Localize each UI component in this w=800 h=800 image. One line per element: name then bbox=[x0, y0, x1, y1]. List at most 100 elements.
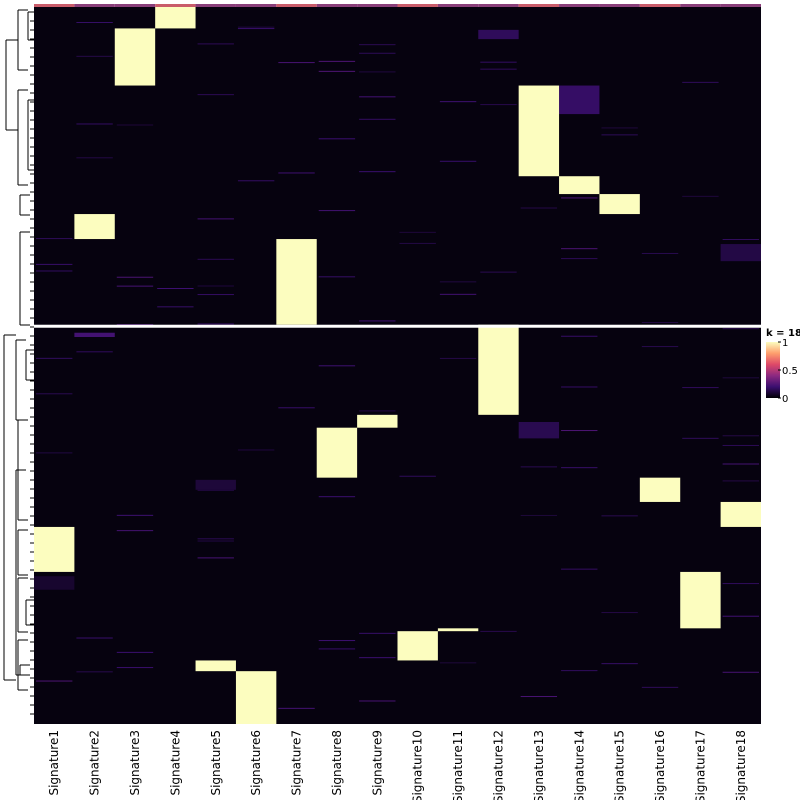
heatmap-cell-noise bbox=[116, 514, 154, 516]
heatmap-cell-noise bbox=[682, 387, 719, 389]
heatmap-cell-noise bbox=[76, 55, 113, 57]
heatmap-cell-noise bbox=[116, 276, 154, 278]
heatmap-cell-noise bbox=[36, 238, 73, 240]
heatmap-cell-noise bbox=[116, 324, 154, 326]
heatmap-cell-noise bbox=[359, 71, 396, 73]
legend-tick-label: 0.5 bbox=[782, 366, 798, 377]
heatmap-cell-faint bbox=[34, 576, 75, 590]
heatmap-cell-noise bbox=[520, 696, 558, 698]
row-dendrogram bbox=[3, 9, 34, 715]
heatmap-cell-noise bbox=[682, 437, 719, 439]
heatmap-cell-noise bbox=[318, 138, 356, 140]
heatmap-cluster-signature6 bbox=[235, 671, 277, 724]
heatmap-cell-faint bbox=[478, 29, 519, 40]
heatmap-cell-noise bbox=[439, 357, 477, 359]
heatmap-cell-noise bbox=[76, 123, 113, 125]
annotation-cell bbox=[195, 4, 236, 7]
heatmap-cell-noise bbox=[76, 21, 113, 23]
heatmap-cell-noise bbox=[359, 320, 396, 322]
column-label: Signature12 bbox=[491, 730, 505, 800]
heatmap-cell-noise bbox=[116, 667, 154, 669]
heatmap-cluster-signature16 bbox=[639, 477, 681, 502]
annotation-cell bbox=[639, 4, 681, 7]
annotation-cell bbox=[680, 4, 721, 7]
annotation-cell bbox=[276, 4, 317, 7]
heatmap-cell-noise bbox=[520, 514, 558, 516]
heatmap-cell-noise bbox=[561, 248, 598, 250]
heatmap-cell-noise bbox=[116, 530, 154, 532]
column-label: Signature13 bbox=[532, 730, 546, 800]
heatmap-cell-noise bbox=[561, 258, 598, 260]
column-label: Signature10 bbox=[411, 730, 425, 800]
color-legend: k = 18 1 0.5 0 bbox=[766, 328, 800, 405]
heatmap-cluster-signature9 bbox=[357, 414, 398, 428]
heatmap-cell-noise bbox=[399, 475, 436, 477]
heatmap-cell-noise bbox=[561, 670, 598, 672]
heatmap-cell-noise bbox=[561, 568, 598, 570]
heatmap-cell-noise bbox=[197, 218, 234, 220]
heatmap-cell-noise bbox=[359, 700, 396, 702]
heatmap-cell-noise bbox=[116, 124, 154, 126]
heatmap-cell-noise bbox=[439, 662, 477, 664]
annotation-cell bbox=[155, 4, 196, 7]
heatmap-cell-noise bbox=[318, 210, 356, 212]
heatmap-cluster-signature1 bbox=[34, 526, 75, 572]
heatmap-cell-noise bbox=[601, 127, 638, 129]
heatmap-cell-noise bbox=[359, 44, 396, 46]
heatmap-cell-noise bbox=[480, 104, 517, 106]
heatmap-cell-noise bbox=[480, 68, 517, 70]
heatmap-cell-noise bbox=[318, 648, 356, 650]
heatmap-cell-noise bbox=[237, 180, 275, 182]
heatmap-cell-noise bbox=[197, 294, 234, 296]
column-label: Signature17 bbox=[693, 730, 707, 800]
heatmap-cell-noise bbox=[197, 285, 234, 287]
heatmap-cell-noise bbox=[318, 496, 356, 498]
annotation-cell bbox=[518, 4, 560, 7]
heatmap-cell-noise bbox=[237, 26, 275, 28]
heatmap-cell-noise bbox=[318, 640, 356, 642]
heatmap-cell-noise bbox=[76, 157, 113, 159]
heatmap-cell-noise bbox=[36, 357, 73, 359]
heatmap-cell-noise bbox=[722, 435, 759, 437]
heatmap-cell-noise bbox=[480, 61, 517, 63]
heatmap-cell-noise bbox=[359, 657, 396, 659]
heatmap-cell-noise bbox=[722, 444, 759, 446]
heatmap-cell-noise bbox=[561, 197, 598, 199]
annotation-cell bbox=[599, 4, 640, 7]
heatmap-cell-noise bbox=[318, 60, 356, 62]
heatmap-cluster-signature5 bbox=[195, 660, 236, 672]
column-label: Signature1 bbox=[47, 730, 61, 796]
column-label: Signature4 bbox=[168, 730, 182, 796]
heatmap-cell-noise bbox=[278, 707, 315, 709]
heatmap-cell-noise bbox=[318, 276, 356, 278]
top-annotation-bar bbox=[34, 4, 761, 7]
heatmap-cell-noise bbox=[561, 386, 598, 388]
column-label: Signature2 bbox=[88, 730, 102, 796]
heatmap-cell-noise bbox=[359, 410, 396, 412]
column-label: Signature18 bbox=[734, 730, 748, 800]
heatmap-cell-noise bbox=[480, 630, 517, 632]
heatmap-cell-noise bbox=[722, 463, 759, 465]
annotation-cell bbox=[357, 4, 398, 7]
heatmap-cell-noise bbox=[278, 407, 315, 409]
heatmap-cell-noise bbox=[722, 615, 759, 617]
legend-title: k = 18 bbox=[766, 328, 800, 339]
heatmap-cell-noise bbox=[359, 171, 396, 173]
heatmap-cell-noise bbox=[76, 637, 113, 639]
heatmap-cell-noise bbox=[76, 351, 113, 353]
column-label: Signature11 bbox=[451, 730, 465, 800]
heatmap-cell-noise bbox=[359, 118, 396, 120]
heatmap-cell-noise bbox=[359, 52, 396, 54]
heatmap-cell-noise bbox=[641, 322, 679, 324]
heatmap-cell-noise bbox=[197, 94, 234, 96]
heatmap-cell-noise bbox=[359, 632, 396, 634]
annotation-cell bbox=[74, 4, 115, 7]
heatmap-cell-noise bbox=[76, 671, 113, 673]
legend-tick-label: 0 bbox=[782, 394, 788, 405]
heatmap-cell-noise bbox=[36, 393, 73, 395]
column-label: Signature15 bbox=[613, 730, 627, 800]
heatmap-cell-faint bbox=[518, 421, 560, 439]
heatmap-cell-faint bbox=[195, 479, 236, 490]
heatmap-cell-noise bbox=[36, 452, 73, 454]
